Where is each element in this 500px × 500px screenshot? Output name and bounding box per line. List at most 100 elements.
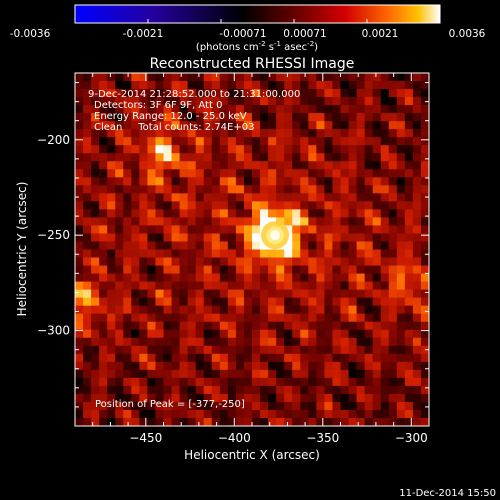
heatmap-cell xyxy=(155,265,164,275)
heatmap-cell xyxy=(147,129,156,138)
heatmap-cell xyxy=(252,337,261,347)
heatmap-cell xyxy=(324,113,333,122)
heatmap-cell xyxy=(268,161,277,170)
heatmap-cell xyxy=(364,281,374,291)
heatmap-cell xyxy=(123,329,132,339)
heatmap-cell xyxy=(396,161,406,170)
heatmap-cell xyxy=(340,417,350,426)
heatmap-cell xyxy=(211,185,221,194)
heatmap-cell xyxy=(380,281,390,291)
heatmap-cell xyxy=(123,89,132,98)
heatmap-cell xyxy=(380,273,390,283)
heatmap-cell xyxy=(260,265,269,275)
heatmap-cell xyxy=(268,169,277,178)
heatmap-cell xyxy=(227,345,237,355)
heatmap-cell xyxy=(115,105,124,114)
heatmap-cell xyxy=(276,361,285,371)
heatmap-cell xyxy=(268,177,277,186)
heatmap-cell xyxy=(195,233,205,242)
heatmap-cell xyxy=(147,393,156,403)
heatmap-cell xyxy=(412,409,422,419)
heatmap-cell xyxy=(332,249,341,259)
heatmap-cell xyxy=(155,337,164,347)
heatmap-cell xyxy=(179,321,189,331)
heatmap-cell xyxy=(404,137,414,146)
heatmap-cell xyxy=(324,153,333,162)
heatmap-cell xyxy=(340,233,350,242)
heatmap-cell xyxy=(388,193,398,202)
heatmap-cell xyxy=(364,121,374,130)
heatmap-cell xyxy=(268,313,277,323)
heatmap-cell xyxy=(235,177,245,186)
heatmap-cell xyxy=(348,321,358,331)
heatmap-cell xyxy=(276,185,285,194)
heatmap-cell xyxy=(284,417,293,426)
heatmap-cell xyxy=(308,353,317,363)
heatmap-cell xyxy=(75,409,84,419)
heatmap-cell xyxy=(276,137,285,146)
heatmap-cell xyxy=(179,361,189,371)
heatmap-cell xyxy=(179,201,189,210)
heatmap-cell xyxy=(139,409,148,419)
heatmap-cell xyxy=(388,377,398,387)
heatmap-cell xyxy=(123,321,132,331)
heatmap-cell xyxy=(235,273,245,283)
heatmap-cell xyxy=(171,257,181,267)
heatmap-cell xyxy=(324,209,333,218)
heatmap-cell xyxy=(195,217,205,226)
heatmap-cell xyxy=(91,289,100,299)
heatmap-cell xyxy=(372,137,382,146)
heatmap-cell xyxy=(243,377,253,387)
heatmap-cell xyxy=(83,401,92,411)
heatmap-cell xyxy=(348,201,358,210)
heatmap-cell xyxy=(75,153,84,162)
heatmap-cell xyxy=(235,329,245,339)
heatmap-cell xyxy=(260,393,269,403)
heatmap-cell xyxy=(372,273,382,283)
heatmap-cell xyxy=(243,225,253,234)
heatmap-cell xyxy=(316,105,325,114)
heatmap-cell xyxy=(420,161,429,170)
heatmap-cell xyxy=(388,353,398,363)
heatmap-cell xyxy=(340,305,350,315)
heatmap-cell xyxy=(179,241,189,250)
heatmap-cell xyxy=(300,273,309,283)
heatmap-cell xyxy=(123,369,132,379)
heatmap-cell xyxy=(292,185,301,194)
heatmap-cell xyxy=(252,289,261,299)
heatmap-cell xyxy=(147,409,156,419)
heatmap-cell xyxy=(300,257,309,267)
heatmap-cell xyxy=(364,321,374,331)
heatmap-cell xyxy=(211,121,221,130)
heatmap-cell xyxy=(252,217,261,226)
heatmap-cell xyxy=(203,257,213,267)
heatmap-cell xyxy=(203,137,213,146)
heatmap-cell xyxy=(316,193,325,202)
heatmap-cell xyxy=(340,337,350,347)
heatmap-cell xyxy=(292,137,301,146)
heatmap-cell xyxy=(332,265,341,275)
heatmap-cell xyxy=(195,81,205,90)
heatmap-cell xyxy=(340,105,350,114)
heatmap-cell xyxy=(91,105,100,114)
heatmap-cell xyxy=(364,145,374,154)
heatmap-cell xyxy=(75,417,84,426)
heatmap-cell xyxy=(107,97,116,106)
heatmap-cell xyxy=(380,345,390,355)
heatmap-cell xyxy=(276,153,285,162)
heatmap-cell xyxy=(195,305,205,315)
heatmap-cell xyxy=(99,145,108,154)
colorbar-unit-label: (photons cm-2 s-1 asec-2) xyxy=(196,40,318,53)
heatmap-cell xyxy=(195,177,205,186)
heatmap-cell xyxy=(99,241,108,250)
heatmap-cell xyxy=(211,81,221,90)
heatmap-cell xyxy=(380,305,390,315)
heatmap-cell xyxy=(107,377,116,387)
heatmap-cell xyxy=(324,201,333,210)
heatmap-cell xyxy=(380,313,390,323)
heatmap-cell xyxy=(300,97,309,106)
heatmap-cell xyxy=(147,225,156,234)
heatmap-cell xyxy=(388,249,398,259)
heatmap-cell xyxy=(235,337,245,347)
heatmap-cell xyxy=(139,313,148,323)
